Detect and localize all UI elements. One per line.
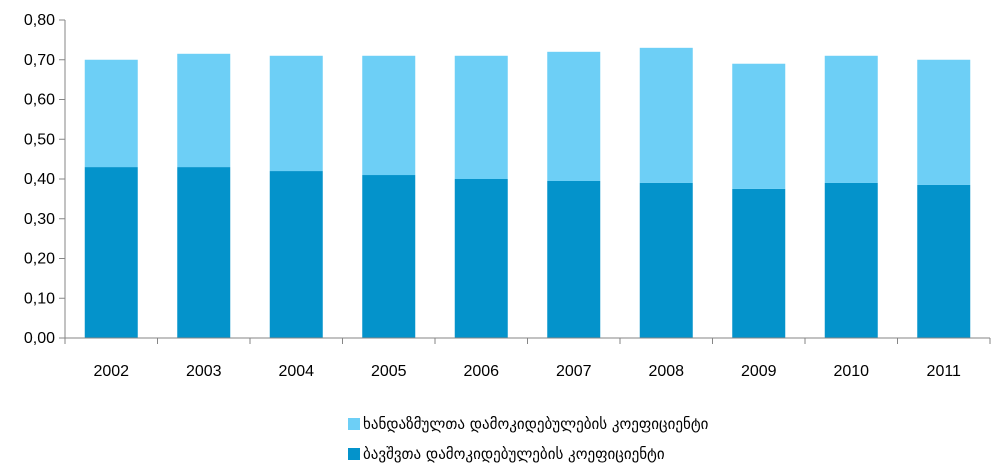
y-tick-label: 0,20: [24, 251, 55, 268]
y-tick-label: 0,40: [24, 171, 55, 188]
x-tick-label: 2002: [93, 363, 129, 380]
bar-2009-series-1: [732, 63, 786, 189]
bar-2011-series-0: [917, 184, 971, 338]
legend-label: ხანდაზმულთა დამოკიდებულების კოეფიციენტი: [363, 415, 709, 433]
legend-swatch: [348, 448, 360, 460]
bar-2005-series-1: [362, 55, 416, 176]
x-tick-label: 2009: [741, 363, 777, 380]
x-tick-label: 2010: [833, 363, 869, 380]
y-tick-label: 0,10: [24, 290, 55, 307]
y-tick-label: 0,80: [24, 12, 55, 29]
y-tick-label: 0,00: [24, 330, 55, 347]
bar-2006-series-0: [454, 179, 508, 338]
bar-2006-series-1: [454, 55, 508, 179]
bar-2010-series-1: [824, 55, 878, 183]
x-tick-label: 2008: [648, 363, 684, 380]
bar-2004-series-1: [269, 55, 323, 172]
legend-item: ხანდაზმულთა დამოკიდებულების კოეფიციენტი: [348, 415, 709, 433]
bar-2003-series-0: [177, 167, 231, 338]
bar-2009-series-0: [732, 188, 786, 338]
bar-2002-series-0: [84, 167, 138, 338]
bars-group: [84, 47, 971, 338]
bar-2010-series-0: [824, 182, 878, 338]
y-tick-label: 0,60: [24, 92, 55, 109]
legend-swatch: [348, 418, 360, 430]
bar-2011-series-1: [917, 59, 971, 185]
axes-group: 0,00 0,10 0,20 0,30 0,40 0,50 0,60 0,70 0,80 2002…: [24, 12, 991, 380]
legend-item: ბავშვთა დამოკიდებულების კოეფიციენტი: [348, 445, 665, 463]
y-tick-label: 0,70: [24, 52, 55, 69]
bar-2003-series-1: [177, 53, 231, 168]
bar-2002-series-1: [84, 59, 138, 168]
bar-2008-series-0: [639, 182, 693, 338]
x-tick-label: 2005: [371, 363, 407, 380]
x-tick-label: 2003: [186, 363, 222, 380]
legend-label: ბავშვთა დამოკიდებულების კოეფიციენტი: [363, 445, 665, 463]
x-tick-label: 2006: [463, 363, 499, 380]
x-tick-label: 2004: [278, 363, 314, 380]
y-tick-label: 0,50: [24, 131, 55, 148]
bar-2007-series-1: [547, 51, 601, 181]
bar-2008-series-1: [639, 47, 693, 183]
x-tick-label: 2011: [927, 363, 962, 380]
bar-2005-series-0: [362, 175, 416, 338]
y-tick-label: 0,30: [24, 211, 55, 228]
bar-2004-series-0: [269, 171, 323, 338]
bar-2007-series-0: [547, 180, 601, 338]
x-tick-label: 2007: [556, 363, 592, 380]
legend: ხანდაზმულთა დამოკიდებულების კოეფიციენტი ბ…: [348, 415, 709, 463]
